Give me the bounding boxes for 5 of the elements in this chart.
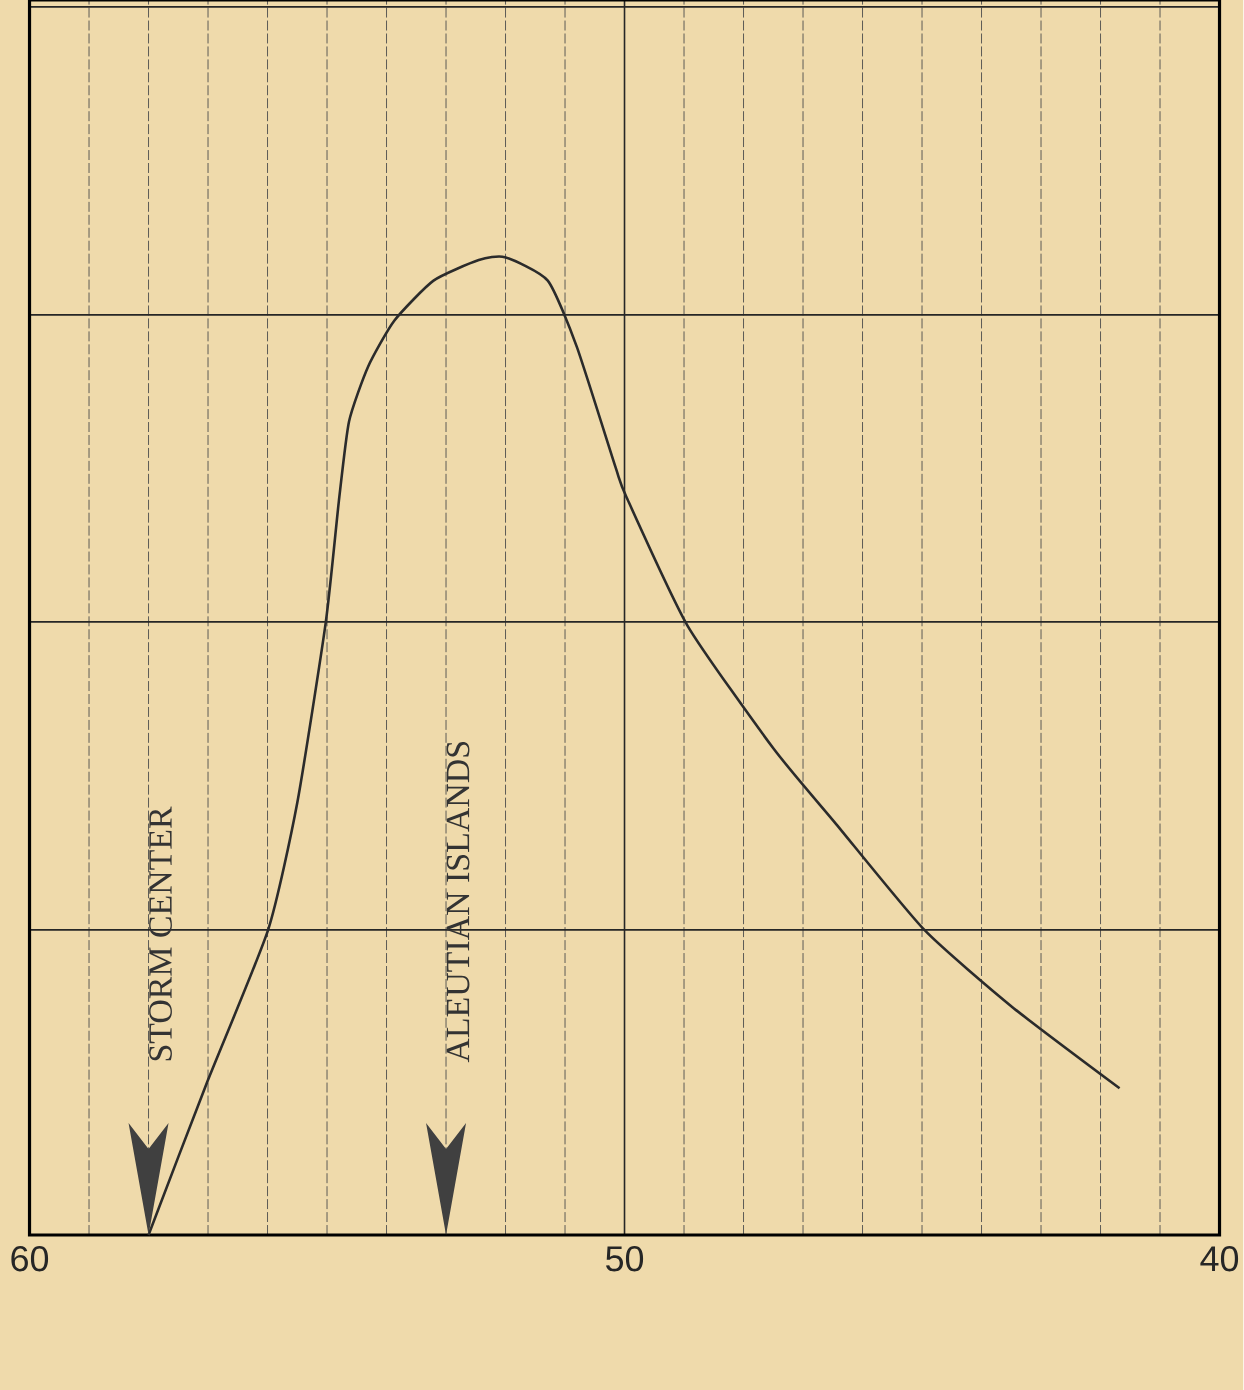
- x-tick-label: 40: [1200, 1246, 1239, 1272]
- x-tick-label: 50: [606, 1246, 644, 1272]
- annotation: ALEUTIAN ISLANDS: [446, 742, 470, 1063]
- annotation: STORM CENTER: [149, 806, 173, 1061]
- x-tick-label: 60: [11, 1246, 49, 1272]
